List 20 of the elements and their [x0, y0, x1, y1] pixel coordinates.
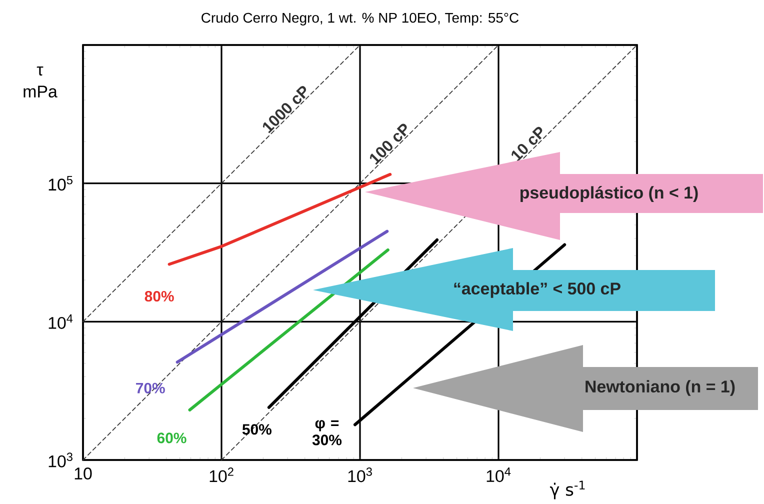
series-label: 70% [136, 382, 165, 394]
x-axis-title: γ̇ s$^{-1}$ [550, 480, 585, 500]
x-tick-label: 10$^{3}$ [348, 468, 372, 482]
x-tick-label: 10$^{2}$ [210, 468, 234, 482]
y-tick-label: 10$^{4}$ [48, 314, 73, 329]
series-label: 60% [157, 432, 186, 444]
annotation: pseudoplástico (n < 1) [520, 186, 698, 202]
series-label: 50% [242, 424, 272, 435]
annotation: “aceptable” < 500 cP [454, 282, 620, 298]
x-tick-label: 10 [74, 468, 92, 480]
y-tick-label: 10$^{5}$ [48, 176, 72, 191]
annotation: Newtoniano (n = 1) [586, 380, 735, 396]
y-tick-label: 10$^{3}$ [48, 452, 72, 468]
series-label: φ = 30% [312, 420, 342, 446]
text: 10 cP [512, 126, 542, 162]
series-label: 80% [144, 290, 174, 302]
x-tick-label: 10$^{4}$ [486, 468, 511, 482]
y-axis-title: τ mPa [24, 66, 58, 98]
chart-title: Crudo Cerro Negro, 1 wt. % NP 10EO, Temp: 55°C [202, 12, 519, 26]
text: 100 cP [370, 124, 407, 165]
